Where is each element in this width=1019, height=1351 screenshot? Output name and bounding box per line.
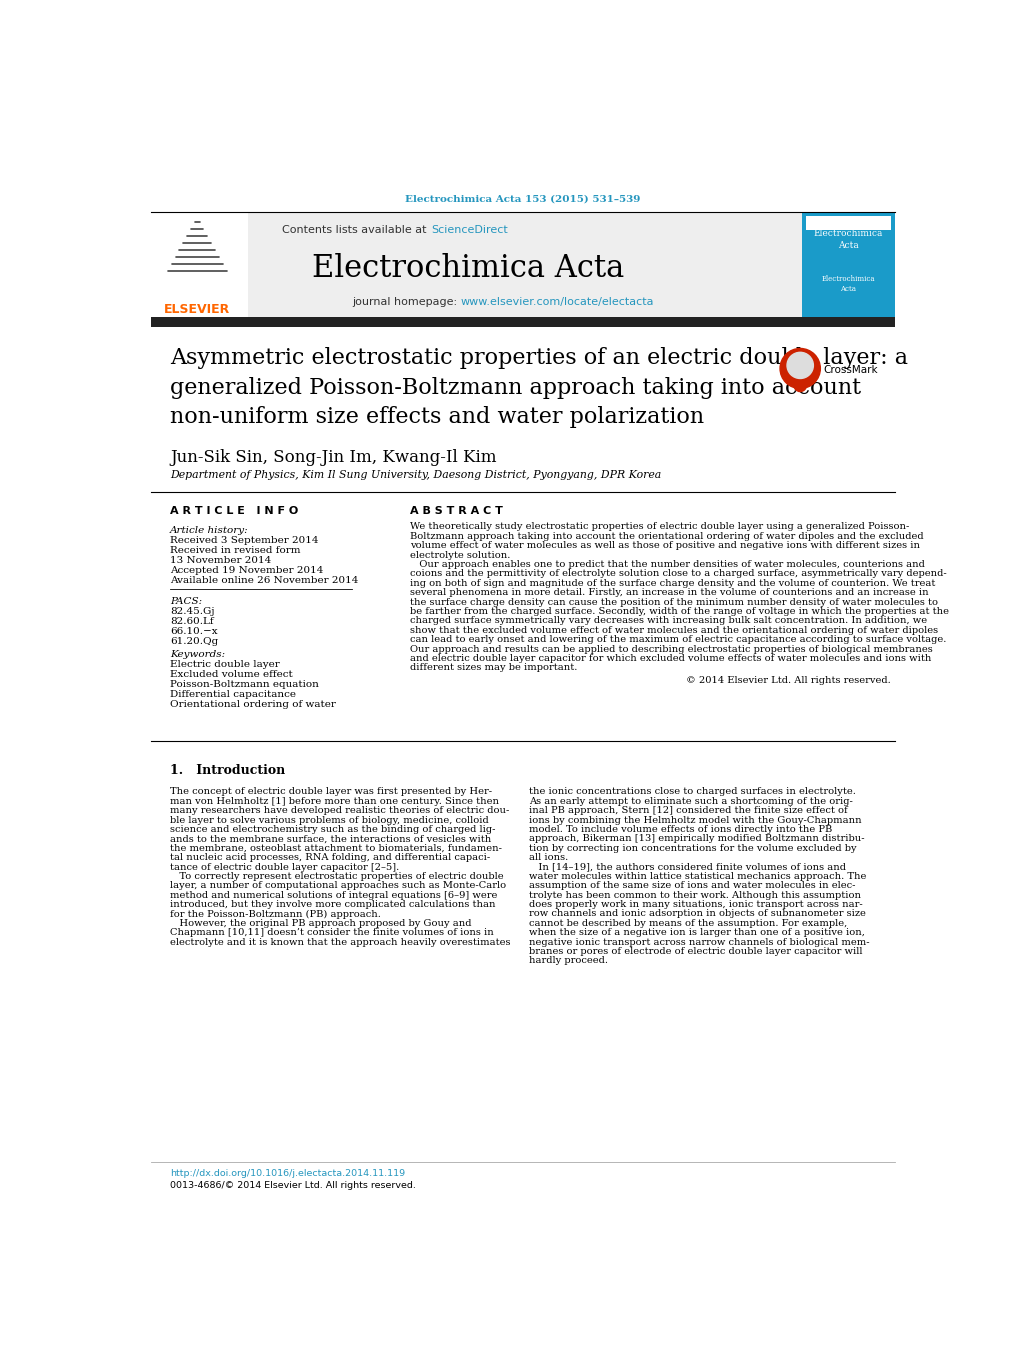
- Text: Excluded volume effect: Excluded volume effect: [170, 670, 292, 680]
- Text: CrossMark: CrossMark: [822, 365, 877, 376]
- Text: 61.20.Qg: 61.20.Qg: [170, 638, 218, 646]
- Text: be farther from the charged surface. Secondly, width of the range of voltage in : be farther from the charged surface. Sec…: [410, 607, 949, 616]
- Text: when the size of a negative ion is larger than one of a positive ion,: when the size of a negative ion is large…: [529, 928, 864, 938]
- Text: Chapmann [10,11] doesn’t consider the finite volumes of ions in: Chapmann [10,11] doesn’t consider the fi…: [170, 928, 493, 938]
- Text: ELSEVIER: ELSEVIER: [164, 304, 230, 316]
- Bar: [801, 213, 894, 317]
- Text: introduced, but they involve more complicated calculations than: introduced, but they involve more compli…: [170, 900, 495, 909]
- Text: Differential capacitance: Differential capacitance: [170, 690, 296, 700]
- Circle shape: [787, 353, 812, 378]
- Text: tance of electric double layer capacitor [2–5].: tance of electric double layer capacitor…: [170, 862, 399, 871]
- Text: In [14–19], the authors considered finite volumes of ions and: In [14–19], the authors considered finit…: [529, 862, 845, 871]
- Text: branes or pores of electrode of electric double layer capacitor will: branes or pores of electrode of electric…: [529, 947, 862, 957]
- Text: © 2014 Elsevier Ltd. All rights reserved.: © 2014 Elsevier Ltd. All rights reserved…: [686, 676, 890, 685]
- Text: coions and the permittivity of electrolyte solution close to a charged surface, : coions and the permittivity of electroly…: [410, 570, 947, 578]
- Text: for the Poisson-Boltzmann (PB) approach.: for the Poisson-Boltzmann (PB) approach.: [170, 909, 381, 919]
- Text: To correctly represent electrostatic properties of electric double: To correctly represent electrostatic pro…: [170, 871, 503, 881]
- Circle shape: [793, 380, 806, 392]
- Text: electrolyte solution.: electrolyte solution.: [410, 551, 511, 559]
- Text: www.elsevier.com/locate/electacta: www.elsevier.com/locate/electacta: [461, 297, 653, 307]
- Text: Electric double layer: Electric double layer: [170, 661, 279, 669]
- Text: We theoretically study electrostatic properties of electric double layer using a: We theoretically study electrostatic pro…: [410, 523, 909, 531]
- Text: PACS:: PACS:: [170, 597, 202, 607]
- Text: water molecules within lattice statistical mechanics approach. The: water molecules within lattice statistic…: [529, 871, 865, 881]
- Text: ands to the membrane surface, the interactions of vesicles with: ands to the membrane surface, the intera…: [170, 835, 491, 843]
- Circle shape: [780, 349, 819, 389]
- Bar: [151, 317, 894, 327]
- Text: Accepted 19 November 2014: Accepted 19 November 2014: [170, 566, 323, 576]
- Text: ble layer to solve various problems of biology, medicine, colloid: ble layer to solve various problems of b…: [170, 816, 488, 824]
- Text: 82.45.Gj: 82.45.Gj: [170, 607, 214, 616]
- Text: trolyte has been common to their work. Although this assumption: trolyte has been common to their work. A…: [529, 890, 860, 900]
- Text: several phenomena in more detail. Firstly, an increase in the volume of counteri: several phenomena in more detail. Firstl…: [410, 588, 928, 597]
- Text: Received 3 September 2014: Received 3 September 2014: [170, 536, 318, 546]
- Text: hardly proceed.: hardly proceed.: [529, 957, 607, 966]
- Text: ing on both of sign and magnitude of the surface charge density and the volume o: ing on both of sign and magnitude of the…: [410, 578, 934, 588]
- Text: the membrane, osteoblast attachment to biomaterials, fundamen-: the membrane, osteoblast attachment to b…: [170, 844, 501, 852]
- Text: cannot be described by means of the assumption. For example,: cannot be described by means of the assu…: [529, 919, 847, 928]
- Text: Poisson-Boltzmann equation: Poisson-Boltzmann equation: [170, 681, 319, 689]
- Text: assumption of the same size of ions and water molecules in elec-: assumption of the same size of ions and …: [529, 881, 855, 890]
- Text: Our approach enables one to predict that the number densities of water molecules: Our approach enables one to predict that…: [410, 561, 924, 569]
- Text: layer, a number of computational approaches such as Monte-Carlo: layer, a number of computational approac…: [170, 881, 505, 890]
- Text: 13 November 2014: 13 November 2014: [170, 557, 271, 565]
- Text: A R T I C L E   I N F O: A R T I C L E I N F O: [170, 505, 299, 516]
- Text: 82.60.Lf: 82.60.Lf: [170, 617, 214, 627]
- Text: Article history:: Article history:: [170, 526, 249, 535]
- Text: Department of Physics, Kim Il Sung University, Daesong District, Pyongyang, DPR : Department of Physics, Kim Il Sung Unive…: [170, 470, 660, 480]
- Text: Contents lists available at: Contents lists available at: [281, 224, 429, 235]
- Text: negative ionic transport across narrow channels of biological mem-: negative ionic transport across narrow c…: [529, 938, 869, 947]
- Text: Our approach and results can be applied to describing electrostatic properties o: Our approach and results can be applied …: [410, 644, 932, 654]
- Text: Electrochimica
Acta: Electrochimica Acta: [820, 274, 874, 293]
- Text: row channels and ionic adsorption in objects of subnanometer size: row channels and ionic adsorption in obj…: [529, 909, 865, 919]
- Text: Asymmetric electrostatic properties of an electric double layer: a
generalized P: Asymmetric electrostatic properties of a…: [170, 347, 907, 428]
- Text: different sizes may be important.: different sizes may be important.: [410, 663, 577, 673]
- Text: Keywords:: Keywords:: [170, 650, 225, 659]
- Bar: [805, 216, 890, 230]
- Text: tion by correcting ion concentrations for the volume excluded by: tion by correcting ion concentrations fo…: [529, 844, 856, 852]
- Text: Electrochimica
Acta: Electrochimica Acta: [813, 228, 882, 250]
- Text: and electric double layer capacitor for which excluded volume effects of water m: and electric double layer capacitor for …: [410, 654, 930, 663]
- Text: However, the original PB approach proposed by Gouy and: However, the original PB approach propos…: [170, 919, 471, 928]
- Text: A B S T R A C T: A B S T R A C T: [410, 505, 502, 516]
- Text: can lead to early onset and lowering of the maximum of electric capacitance acco: can lead to early onset and lowering of …: [410, 635, 946, 644]
- Text: method and numerical solutions of integral equations [6–9] were: method and numerical solutions of integr…: [170, 890, 497, 900]
- Text: 0013-4686/© 2014 Elsevier Ltd. All rights reserved.: 0013-4686/© 2014 Elsevier Ltd. All right…: [170, 1181, 416, 1190]
- Text: 1.   Introduction: 1. Introduction: [170, 765, 285, 777]
- Text: charged surface symmetrically vary decreases with increasing bulk salt concentra: charged surface symmetrically vary decre…: [410, 616, 926, 626]
- Bar: [151, 213, 248, 317]
- Text: As an early attempt to eliminate such a shortcoming of the orig-: As an early attempt to eliminate such a …: [529, 797, 852, 805]
- Text: http://dx.doi.org/10.1016/j.electacta.2014.11.119: http://dx.doi.org/10.1016/j.electacta.20…: [170, 1169, 405, 1178]
- Text: The concept of electric double layer was first presented by Her-: The concept of electric double layer was…: [170, 788, 492, 796]
- Text: Boltzmann approach taking into account the orientational ordering of water dipol: Boltzmann approach taking into account t…: [410, 532, 923, 540]
- Text: ions by combining the Helmholtz model with the Gouy-Chapmann: ions by combining the Helmholtz model wi…: [529, 816, 861, 824]
- Text: volume effect of water molecules as well as those of positive and negative ions : volume effect of water molecules as well…: [410, 542, 919, 550]
- Text: show that the excluded volume effect of water molecules and the orientational or: show that the excluded volume effect of …: [410, 626, 937, 635]
- Text: model. To include volume effects of ions directly into the PB: model. To include volume effects of ions…: [529, 825, 832, 834]
- Text: science and electrochemistry such as the binding of charged lig-: science and electrochemistry such as the…: [170, 825, 495, 834]
- Text: Available online 26 November 2014: Available online 26 November 2014: [170, 577, 358, 585]
- Text: tal nucleic acid processes, RNA folding, and differential capaci-: tal nucleic acid processes, RNA folding,…: [170, 852, 490, 862]
- Bar: [151, 213, 801, 317]
- Text: Electrochimica Acta: Electrochimica Acta: [312, 253, 624, 284]
- Text: all ions.: all ions.: [529, 852, 568, 862]
- Text: Received in revised form: Received in revised form: [170, 546, 301, 555]
- Text: inal PB approach, Stern [12] considered the finite size effect of: inal PB approach, Stern [12] considered …: [529, 807, 847, 815]
- Text: the surface charge density can cause the position of the minimum number density : the surface charge density can cause the…: [410, 597, 937, 607]
- Text: approach, Bikerman [13] empirically modified Boltzmann distribu-: approach, Bikerman [13] empirically modi…: [529, 835, 864, 843]
- Text: ScienceDirect: ScienceDirect: [431, 224, 507, 235]
- Text: Electrochimica Acta 153 (2015) 531–539: Electrochimica Acta 153 (2015) 531–539: [405, 195, 640, 204]
- Text: man von Helmholtz [1] before more than one century. Since then: man von Helmholtz [1] before more than o…: [170, 797, 498, 805]
- Text: Jun-Sik Sin, Song-Jin Im, Kwang-Il Kim: Jun-Sik Sin, Song-Jin Im, Kwang-Il Kim: [170, 449, 496, 466]
- Text: the ionic concentrations close to charged surfaces in electrolyte.: the ionic concentrations close to charge…: [529, 788, 855, 796]
- Text: does properly work in many situations, ionic transport across nar-: does properly work in many situations, i…: [529, 900, 862, 909]
- Text: Orientational ordering of water: Orientational ordering of water: [170, 700, 335, 709]
- Text: journal homepage:: journal homepage:: [352, 297, 461, 307]
- Text: many researchers have developed realistic theories of electric dou-: many researchers have developed realisti…: [170, 807, 509, 815]
- Text: 66.10.−x: 66.10.−x: [170, 627, 217, 636]
- Text: electrolyte and it is known that the approach heavily overestimates: electrolyte and it is known that the app…: [170, 938, 511, 947]
